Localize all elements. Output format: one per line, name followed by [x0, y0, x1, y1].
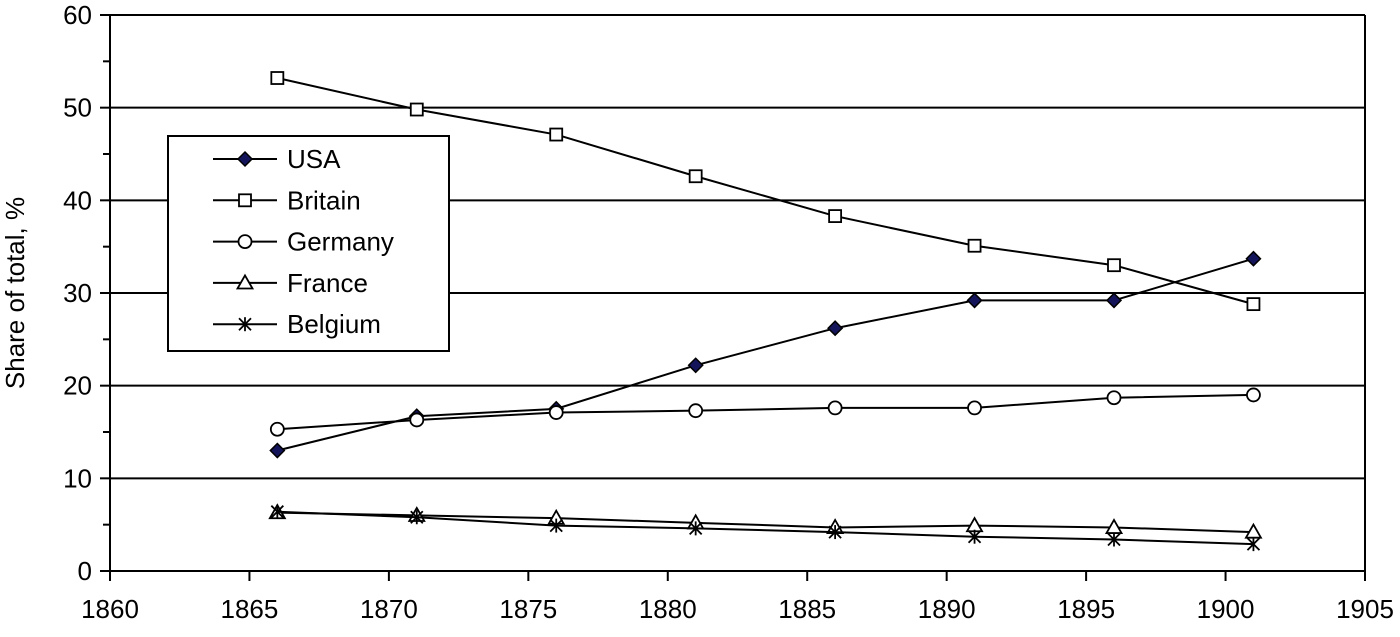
legend-item-germany: Germany — [213, 227, 394, 257]
point-germany — [688, 403, 704, 419]
point-britain — [409, 102, 424, 117]
x-tick-label: 1865 — [221, 594, 279, 624]
y-tick-label: 40 — [63, 185, 92, 215]
series-france — [268, 503, 1263, 539]
legend-label-usa: USA — [287, 144, 341, 174]
series-line-britain — [277, 77, 1254, 306]
legend-marker-usa — [236, 150, 254, 168]
y-tick-label: 10 — [63, 463, 92, 493]
point-usa — [966, 292, 983, 309]
legend-item-usa: USA — [213, 144, 341, 174]
legend-label-belgium: Belgium — [287, 309, 381, 339]
point-france — [965, 516, 984, 533]
y-axis-label: Share of total, % — [0, 197, 30, 389]
point-germany — [827, 400, 843, 416]
x-tick-label: 1860 — [81, 594, 139, 624]
point-britain — [688, 169, 703, 184]
point-britain — [1107, 258, 1121, 273]
series-line-france — [277, 511, 1254, 534]
axes: 0 10 20 30 40 50 60 1860 1865 1870 1875 1880 1885 189… — [63, 0, 1394, 624]
point-belgium — [689, 521, 703, 536]
series-belgium — [270, 504, 1261, 552]
x-tick-label: 1895 — [1057, 594, 1115, 624]
x-tick-label: 1870 — [360, 594, 418, 624]
point-germany — [269, 421, 285, 437]
x-tick-label: 1905 — [1336, 594, 1394, 624]
x-tick-label: 1890 — [918, 594, 976, 624]
legend-marker-britain — [238, 193, 252, 208]
point-britain — [270, 71, 285, 85]
series-germany — [269, 387, 1261, 437]
legend-marker-france — [235, 273, 255, 290]
point-britain — [1246, 297, 1261, 312]
point-belgium — [410, 510, 424, 525]
legend: USA Britain Germany France Belgium — [167, 135, 450, 352]
y-tick-label: 20 — [63, 371, 92, 401]
point-usa — [687, 357, 704, 374]
x-tick-label: 1875 — [499, 594, 557, 624]
point-belgium — [1107, 532, 1121, 547]
point-britain — [967, 238, 982, 253]
y-tick-label: 50 — [63, 93, 92, 123]
point-britain — [549, 127, 564, 142]
series — [268, 71, 1263, 552]
point-belgium — [828, 525, 842, 540]
point-belgium — [967, 529, 982, 544]
legend-item-belgium: Belgium — [213, 309, 381, 339]
legend-marker-belgium — [238, 317, 252, 332]
point-belgium — [549, 518, 563, 533]
point-germany — [548, 405, 564, 420]
legend-item-france: France — [213, 268, 368, 298]
series-britain — [270, 71, 1261, 312]
legend-label-germany: Germany — [287, 227, 394, 257]
point-germany — [967, 400, 982, 416]
legend-marker-germany — [237, 234, 253, 250]
x-tick-label: 1900 — [1197, 594, 1255, 624]
series-line-germany — [277, 393, 1254, 431]
point-britain — [828, 209, 843, 223]
x-tick-label: 1885 — [778, 594, 836, 624]
point-usa — [269, 442, 286, 459]
point-germany — [1106, 390, 1122, 406]
series-line-usa — [277, 257, 1254, 452]
legend-label-britain: Britain — [287, 185, 361, 215]
legend-box — [167, 135, 450, 352]
legend-label-france: France — [287, 268, 368, 298]
y-tick-label: 0 — [78, 556, 92, 586]
y-tick-label: 30 — [63, 278, 92, 308]
point-germany — [409, 412, 425, 428]
point-belgium — [1246, 537, 1261, 552]
point-germany — [1246, 387, 1261, 403]
series-line-belgium — [277, 510, 1254, 546]
point-belgium — [270, 504, 284, 519]
point-usa — [1105, 292, 1123, 309]
y-tick-label: 60 — [63, 0, 92, 30]
point-usa — [827, 320, 844, 337]
point-usa — [1245, 250, 1262, 267]
x-tick-label: 1880 — [639, 594, 697, 624]
legend-item-britain: Britain — [213, 185, 361, 215]
